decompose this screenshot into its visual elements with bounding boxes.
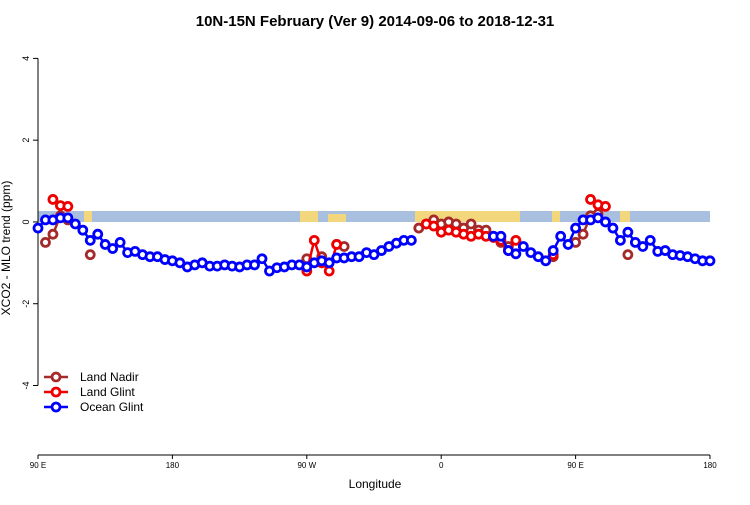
y-tick-label: 4 [21, 56, 31, 61]
legend-marker [50, 386, 62, 398]
data-point [600, 216, 611, 228]
data-point [510, 248, 522, 260]
data-point [77, 224, 89, 236]
y-tick-label: -4 [21, 381, 31, 389]
y-axis-label: XCO2 - MLO trend (ppm) [0, 181, 13, 316]
data-point [62, 212, 74, 224]
data-point [323, 257, 335, 269]
data-point [331, 239, 343, 250]
data-point [32, 222, 44, 234]
data-point [562, 239, 574, 250]
data-point [547, 245, 559, 256]
data-point [622, 226, 634, 238]
data-point [69, 218, 81, 230]
data-point [570, 222, 581, 234]
data-point [555, 230, 567, 242]
map-band [38, 211, 710, 222]
land-patch [328, 214, 346, 222]
legend-label: Land Nadir [80, 370, 139, 384]
x-tick-label: 90 E [30, 461, 46, 470]
y-tick-label: 0 [21, 219, 31, 224]
y-tick-label: 2 [21, 138, 31, 143]
x-axis-label: Longitude [349, 477, 402, 491]
data-point [47, 194, 59, 205]
data-point [600, 201, 611, 212]
data-point [622, 249, 634, 261]
legend-marker [50, 371, 62, 383]
y-tick-label: -2 [21, 300, 31, 308]
data-point [637, 241, 649, 252]
data-point [405, 234, 417, 246]
land-patch [552, 211, 560, 222]
x-tick-label: 90 W [297, 461, 316, 470]
data-point [308, 234, 320, 246]
legend-marker [50, 401, 62, 413]
data-point [495, 230, 507, 242]
data-point [615, 234, 626, 246]
data-point [704, 255, 716, 267]
data-point [62, 201, 74, 212]
land-patch [300, 211, 318, 222]
x-tick-label: 0 [439, 461, 444, 470]
data-point [585, 194, 596, 205]
data-point [256, 253, 268, 265]
land-patch [84, 211, 92, 222]
data-point [577, 228, 589, 240]
x-tick-label: 180 [166, 461, 180, 470]
land-patch [620, 211, 630, 222]
x-tick-label: 90 E [567, 461, 583, 470]
data-point [84, 249, 96, 261]
x-tick-label: 180 [703, 461, 717, 470]
data-point [92, 228, 104, 240]
ocean-band [38, 211, 710, 222]
data-point [114, 236, 126, 248]
chart-title: 10N-15N February (Ver 9) 2014-09-06 to 2… [196, 13, 555, 30]
legend-label: Ocean Glint [80, 400, 144, 414]
data-point [517, 241, 529, 252]
data-point [107, 243, 119, 254]
data-point [644, 234, 656, 246]
data-point [607, 222, 619, 234]
legend-label: Land Glint [80, 385, 135, 399]
data-point [540, 255, 552, 267]
data-point [40, 236, 51, 248]
data-point [465, 218, 477, 230]
data-point [510, 234, 522, 246]
data-point [428, 220, 440, 232]
data-point [47, 228, 59, 240]
data-point [84, 234, 96, 246]
land-patch [415, 211, 520, 222]
data-point [249, 259, 260, 271]
